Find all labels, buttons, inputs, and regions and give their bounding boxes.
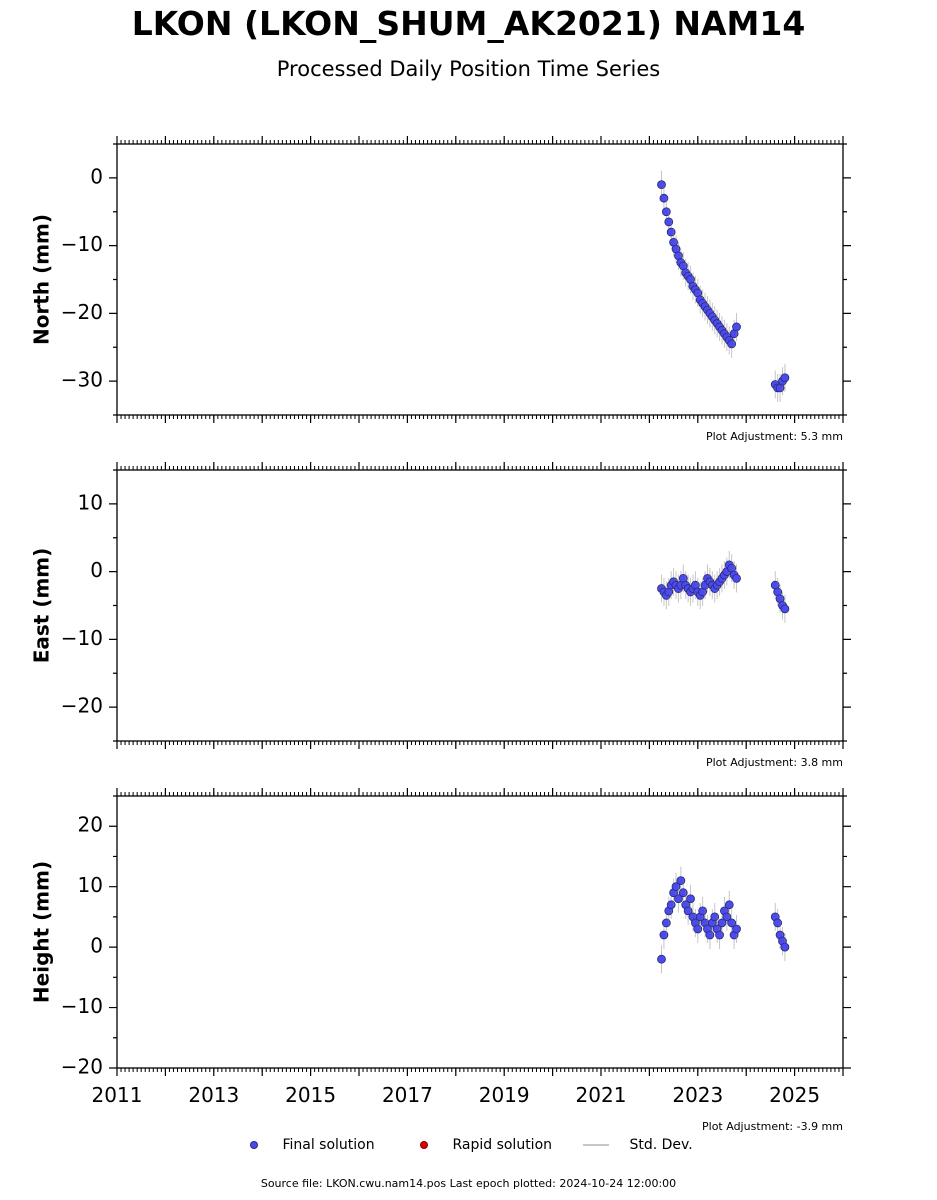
- height-point: [674, 894, 683, 904]
- height-x-major-ticks: [116, 788, 844, 1076]
- height-point: [780, 942, 790, 952]
- east-ytick-label: 10: [78, 490, 103, 514]
- height-panel: Height (mm) 20 10 0 −10 −20 2011 2013 2015 2017 20…: [30, 788, 851, 1133]
- north-x-major-ticks: [116, 136, 844, 423]
- height-xtick-label: 2019: [479, 1083, 530, 1107]
- height-xtick-label: 2015: [285, 1083, 336, 1107]
- height-point: [717, 918, 727, 928]
- height-data: [657, 866, 790, 974]
- east-frame: [116, 469, 844, 742]
- height-xtick-label: 2011: [92, 1083, 143, 1107]
- east-point: [732, 574, 741, 583]
- north-ylabel: North (mm): [30, 214, 54, 345]
- height-plot-adjustment: Plot Adjustment: -3.9 mm: [702, 1120, 843, 1133]
- north-plot-adjustment: Plot Adjustment: 5.3 mm: [706, 430, 843, 443]
- north-data: [657, 170, 790, 402]
- height-ytick-label: −20: [61, 1055, 103, 1079]
- north-ytick-label: 0: [90, 164, 103, 188]
- height-point: [676, 876, 686, 886]
- north-point: [666, 227, 676, 237]
- height-point: [661, 918, 671, 928]
- height-ytick-label: 0: [90, 934, 103, 958]
- east-x-major-ticks: [116, 462, 844, 749]
- legend-rapid-label: Rapid solution: [452, 1137, 553, 1153]
- north-point: [732, 322, 741, 332]
- north-x-minor-ticks: [116, 140, 844, 419]
- height-point: [773, 918, 783, 928]
- height-xtick-label: 2021: [576, 1083, 627, 1107]
- north-point: [727, 339, 737, 349]
- north-ytick-label: −30: [61, 368, 103, 392]
- north-ytick-label: −20: [61, 300, 103, 324]
- height-point: [686, 894, 695, 904]
- north-point: [780, 373, 790, 383]
- height-point: [710, 912, 720, 922]
- east-y-ticks: [109, 469, 851, 742]
- east-plot-adjustment: Plot Adjustment: 3.8 mm: [706, 756, 843, 769]
- height-xtick-label: 2023: [672, 1083, 723, 1107]
- height-point: [666, 900, 676, 910]
- legend-std-label: Std. Dev.: [629, 1137, 693, 1153]
- height-point: [657, 954, 666, 964]
- height-point: [659, 930, 669, 940]
- height-xtick-label: 2017: [382, 1083, 433, 1107]
- source-footer: Source file: LKON.cwu.nam14.pos Last epo…: [260, 1177, 677, 1190]
- height-ytick-label: 10: [78, 873, 103, 897]
- height-point: [732, 924, 741, 934]
- page-subtitle: Processed Daily Position Time Series: [276, 57, 661, 81]
- height-ytick-label: 20: [78, 813, 103, 837]
- height-point: [698, 906, 708, 916]
- height-point: [724, 900, 734, 910]
- height-ylabel: Height (mm): [30, 861, 54, 1003]
- legend-final-marker: [250, 1141, 258, 1149]
- north-panel: North (mm) 0 −10 −20 −30 Plot Adjustment: 5.3…: [30, 136, 851, 443]
- height-point: [705, 930, 715, 940]
- height-y-ticks: [109, 795, 851, 1069]
- height-point: [671, 882, 681, 892]
- east-point: [780, 604, 790, 614]
- legend-item-rapid: Rapid solution: [420, 1137, 552, 1153]
- north-point: [661, 207, 671, 217]
- east-x-minor-ticks: [116, 466, 844, 745]
- height-point: [727, 918, 737, 928]
- legend-item-final: Final solution: [250, 1137, 375, 1153]
- height-point: [693, 924, 703, 934]
- height-xtick-label: 2013: [188, 1083, 239, 1107]
- north-y-ticks: [109, 143, 851, 416]
- north-frame: [116, 143, 844, 416]
- north-ytick-label: −10: [61, 232, 103, 256]
- height-xtick-label: 2025: [769, 1083, 820, 1107]
- north-point: [657, 180, 666, 190]
- height-ytick-label: −10: [61, 994, 103, 1018]
- east-ylabel: East (mm): [30, 548, 54, 664]
- height-point: [722, 912, 732, 922]
- legend-rapid-marker: [420, 1141, 428, 1149]
- legend-item-std: Std. Dev.: [583, 1137, 693, 1153]
- east-data: [657, 550, 790, 623]
- north-point: [659, 193, 669, 203]
- east-ytick-label: −20: [61, 694, 103, 718]
- height-frame: [116, 795, 844, 1069]
- page-title: LKON (LKON_SHUM_AK2021) NAM14: [131, 4, 806, 43]
- height-point: [678, 888, 688, 898]
- height-point: [715, 930, 724, 940]
- legend-std-marker: [583, 1144, 609, 1146]
- north-point: [664, 217, 674, 227]
- east-ytick-label: −10: [61, 626, 103, 650]
- legend-final-label: Final solution: [282, 1137, 375, 1153]
- height-point: [683, 906, 693, 916]
- east-panel: East (mm) 10 0 −10 −20 Plot Adjustment: 3.8 m…: [30, 462, 851, 769]
- east-ytick-label: 0: [90, 558, 103, 582]
